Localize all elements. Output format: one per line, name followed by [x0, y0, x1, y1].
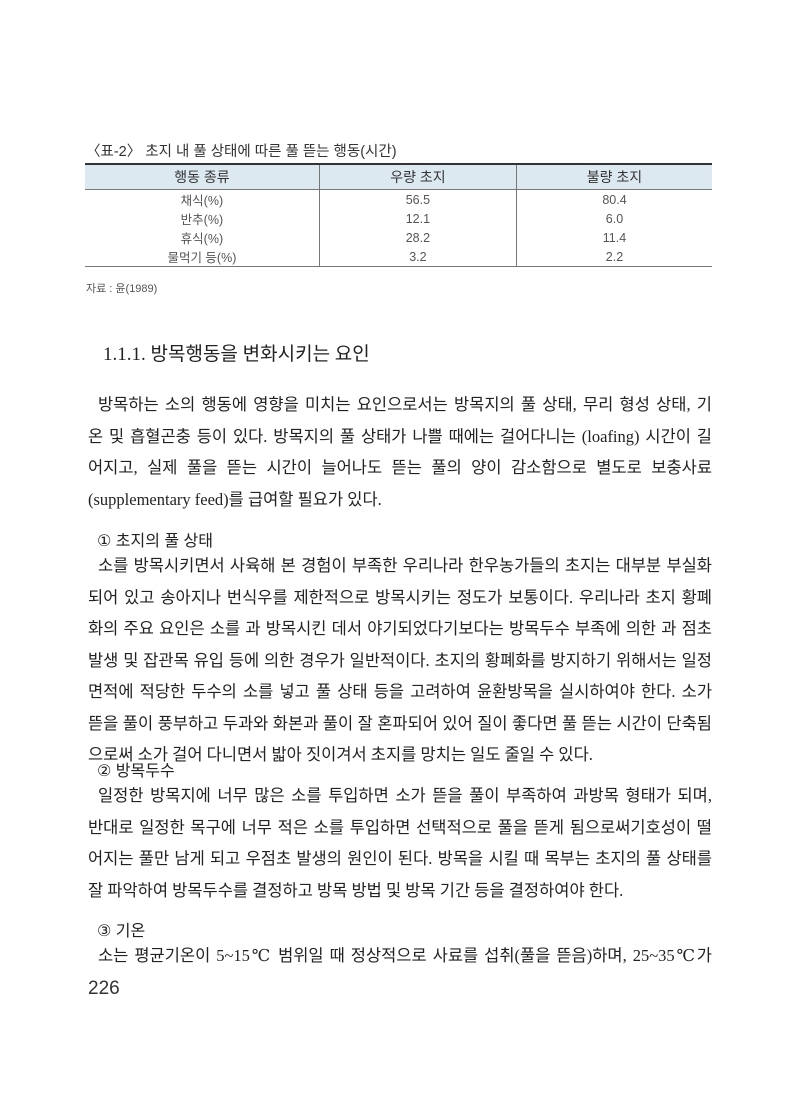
table-cell: 12.1 [318, 209, 517, 228]
table-row: 채식(%) 56.5 80.4 [85, 189, 712, 209]
subsection-paragraph: 소를 방목시키면서 사육해 본 경험이 부족한 우리나라 한우농가들의 초지는 … [88, 550, 712, 771]
table-caption: 〈표-2〉 초지 내 풀 상태에 따른 풀 뜯는 행동(시간) [86, 144, 397, 160]
subsection-title: ① 초지의 풀 상태 [97, 533, 213, 550]
text-line: 뜯을 풀이 풍부하고 두과와 화본과 풀이 잘 혼파되어 있어 질이 좋다면 풀… [88, 713, 712, 733]
subsection-paragraph: 소는 평균기온이 5~15℃ 범위일 때 정상적으로 사료를 섭취(풀을 뜯음)… [88, 940, 712, 972]
table-cell: 반추(%) [180, 213, 224, 227]
table-cell: 3.2 [318, 247, 517, 267]
text-line: 어지고, 실제 풀을 뜯는 시간이 늘어나도 뜯는 풀의 양이 감소함으로 별도… [88, 458, 712, 477]
column-header: 불량 초지 [515, 163, 712, 190]
column-header: 우량 초지 [318, 163, 517, 190]
table-source: 자료 : 윤(1989) [86, 283, 158, 295]
page-number: 226 [88, 978, 120, 999]
text-line: 온 및 흡혈곤충 등이 있다. 방목지의 풀 상태가 나쁠 때에는 걸어다니는 … [88, 426, 712, 446]
subsection-title: ② 방목두수 [97, 763, 175, 780]
table-cell: 물먹기 등(%) [85, 247, 320, 267]
table-cell: 6.0 [515, 209, 712, 228]
text-line: 방목하는 소의 행동에 영향을 미치는 요인으로서는 방목지의 풀 상태, 무리… [98, 395, 712, 414]
text-line: (supplementary feed)를 급여할 필요가 있다. [88, 489, 382, 509]
table-header-row: 행동 종류 우량 초지 불량 초지 [85, 163, 712, 190]
table-row: 휴식(%) 28.2 11.4 [85, 228, 712, 247]
text-line: 면적에 적당한 두수의 소를 넣고 풀 상태 등을 고려하여 윤환방목을 실시하… [88, 682, 712, 701]
subsection-paragraph: 일정한 방목지에 너무 많은 소를 투입하면 소가 뜯을 풀이 부족하여 과방목… [88, 780, 712, 906]
table-cell: 채식(%) [180, 194, 224, 208]
table-cell: 56.5 [318, 189, 517, 209]
table-row: 물먹기 등(%) 3.2 2.2 [85, 247, 712, 267]
behavior-table: 행동 종류 우량 초지 불량 초지 채식(%) 56.5 80.4 반추(%) … [85, 163, 712, 267]
section-heading: 1.1.1. 방목행동을 변화시키는 요인 [103, 344, 370, 365]
text-line: 일정한 방목지에 너무 많은 소를 투입하면 소가 뜯을 풀이 부족하여 과방목… [98, 786, 712, 805]
text-line: 발생 및 잡관목 유입 등에 의한 경우가 일반적이다. 초지의 황폐화를 방지… [88, 650, 712, 670]
text-line: 어지는 풀만 남게 되고 우점초 발생의 원인이 된다. 방목을 시킬 때 목부… [88, 849, 712, 868]
text-line: 화의 주요 요인은 소를 과 방목시킨 데서 야기되었다기보다는 방목두수 부족… [88, 619, 712, 638]
column-header: 행동 종류 [85, 163, 320, 190]
intro-paragraph: 방목하는 소의 행동에 영향을 미치는 요인으로서는 방목지의 풀 상태, 무리… [88, 389, 712, 515]
text-line: 으로써 소가 걸어 다니면서 밟아 짓이겨서 초지를 망치는 일도 줄일 수 있… [88, 745, 593, 764]
text-line: 소는 평균기온이 5~15℃ 범위일 때 정상적으로 사료를 섭취(풀을 뜯음)… [98, 946, 712, 965]
table-cell: 80.4 [515, 189, 712, 209]
table-row: 반추(%) 12.1 6.0 [85, 209, 712, 228]
text-line: 소를 방목시키면서 사육해 본 경험이 부족한 우리나라 한우농가들의 초지는 … [98, 556, 712, 575]
table-cell: 28.2 [318, 228, 517, 247]
subsection-title: ③ 기온 [97, 923, 146, 940]
text-line: 되어 있고 송아지나 번식우를 제한적으로 방목시키는 정도가 보통이다. 우리… [88, 587, 712, 607]
table-cell: 11.4 [515, 228, 712, 247]
text-line: 잘 파악하여 방목두수를 결정하고 방목 방법 및 방목 기간 등을 결정하여야… [88, 880, 624, 900]
table-cell: 2.2 [515, 247, 712, 267]
text-line: 반대로 일정한 목구에 너무 적은 소를 투입하면 선택적으로 풀을 뜯게 됨으… [88, 817, 712, 837]
table-cell: 휴식(%) [180, 232, 224, 246]
